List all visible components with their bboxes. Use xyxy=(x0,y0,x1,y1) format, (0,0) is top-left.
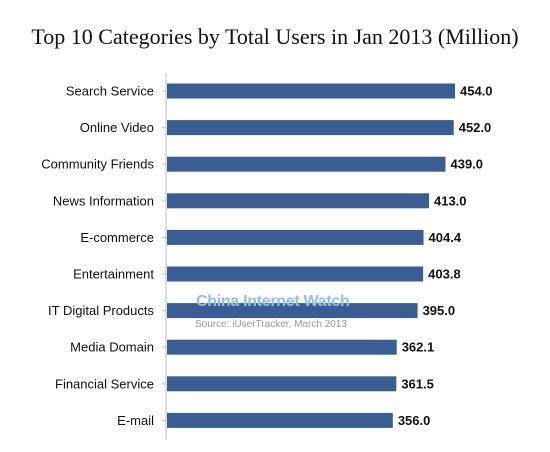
bar xyxy=(167,193,429,209)
category-label: News Information xyxy=(53,193,154,208)
bar xyxy=(167,266,424,282)
value-label: 395.0 xyxy=(423,303,456,318)
value-label: 403.8 xyxy=(428,267,461,282)
category-label: Entertainment xyxy=(73,267,154,282)
value-label: 439.0 xyxy=(450,157,483,172)
category-label: Community Friends xyxy=(41,157,154,172)
bar xyxy=(167,412,393,428)
bar xyxy=(167,303,418,319)
chart-title: Top 10 Categories by Total Users in Jan … xyxy=(31,24,519,49)
value-label: 413.0 xyxy=(434,193,467,208)
bar xyxy=(167,376,397,392)
value-label: 361.5 xyxy=(401,376,434,391)
category-label: Financial Service xyxy=(55,376,154,391)
category-label: Search Service xyxy=(66,84,154,99)
watermark-brand: China Internet Watch xyxy=(196,293,350,310)
value-label: 452.0 xyxy=(459,120,492,135)
value-label: 404.4 xyxy=(429,230,462,245)
category-label: E-mail xyxy=(117,413,154,428)
bar xyxy=(167,156,446,172)
watermark-source: Source: iUserTracker, March 2013 xyxy=(195,319,347,330)
category-label: IT Digital Products xyxy=(48,303,154,318)
bar xyxy=(167,339,397,355)
bar xyxy=(167,83,455,99)
bar xyxy=(167,120,454,136)
bar xyxy=(167,229,424,245)
category-label: Online Video xyxy=(80,120,154,135)
category-label: E-commerce xyxy=(80,230,154,245)
value-label: 454.0 xyxy=(460,84,493,99)
value-label: 362.1 xyxy=(402,340,435,355)
value-label: 356.0 xyxy=(398,413,431,428)
category-label: Media Domain xyxy=(70,340,154,355)
